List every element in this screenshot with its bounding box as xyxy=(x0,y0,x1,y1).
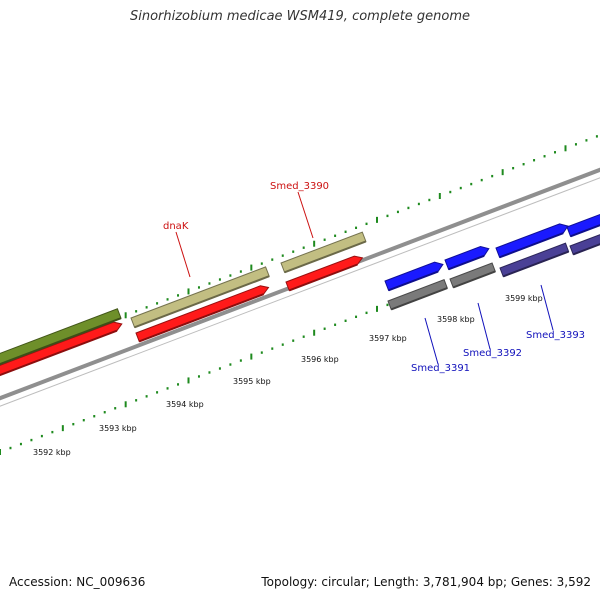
scale-label: 3592 kbp xyxy=(33,448,71,457)
cds-bar-edge xyxy=(390,287,448,311)
map-title: Sinorhizobium medicae WSM419, complete g… xyxy=(129,9,471,24)
cds-bar-edge xyxy=(452,270,496,289)
gene-label-smed-3393: Smed_3393 xyxy=(526,330,585,341)
gene-label-leader xyxy=(175,231,191,278)
gene-label-smed-3391: Smed_3391 xyxy=(411,363,470,374)
gene-label-dnaK: dnaK xyxy=(163,221,189,232)
accession-label: Accession: NC_009636 xyxy=(9,575,146,589)
scale-label: 3599 kbp xyxy=(505,294,543,303)
gene-label-leader xyxy=(424,317,439,365)
cds-bar-edge xyxy=(288,263,358,292)
cds-bar xyxy=(135,285,270,343)
cds-bar xyxy=(387,279,448,311)
gene-label-smed-3390: Smed_3390 xyxy=(270,181,329,192)
scale-label: 3598 kbp xyxy=(437,315,475,324)
gene-bar-edge xyxy=(284,240,367,274)
gene-label-smed-3392: Smed_3392 xyxy=(463,348,522,359)
gene-arrow xyxy=(566,213,600,237)
scale-label: 3593 kbp xyxy=(99,424,137,433)
gene-arrow-edge xyxy=(499,232,564,259)
gene-arrow xyxy=(495,223,569,259)
cds-bar-edge xyxy=(0,329,118,377)
gene-arrow-edge xyxy=(448,254,485,271)
gene-bar xyxy=(130,266,270,329)
gene-arrow xyxy=(384,261,444,292)
cds-bar-edge xyxy=(502,250,569,278)
gene-arrow xyxy=(444,245,490,271)
gene-arrow-edge xyxy=(388,270,439,292)
scale-label: 3597 kbp xyxy=(369,334,407,343)
gene-bar-edge xyxy=(134,275,270,329)
scale-label: 3595 kbp xyxy=(233,377,271,386)
cds-bar xyxy=(285,255,364,292)
gene-bar-edge xyxy=(0,317,122,366)
gene-arrow-edge xyxy=(570,224,600,238)
cds-bar xyxy=(0,321,123,376)
scale-label: 3594 kbp xyxy=(166,400,204,409)
cds-bar xyxy=(449,262,496,289)
gene-label-leader xyxy=(297,191,314,239)
cds-bar-edge xyxy=(138,293,264,343)
cds-bar xyxy=(569,234,600,256)
cds-bar-edge xyxy=(572,243,600,256)
topology-label: Topology: circular; Length: 3,781,904 bp… xyxy=(261,575,591,589)
gene-label-leader xyxy=(540,284,554,331)
genome-backbone-shadow xyxy=(0,177,600,407)
gene-label-leader xyxy=(477,302,491,350)
scale-label: 3596 kbp xyxy=(301,355,339,364)
